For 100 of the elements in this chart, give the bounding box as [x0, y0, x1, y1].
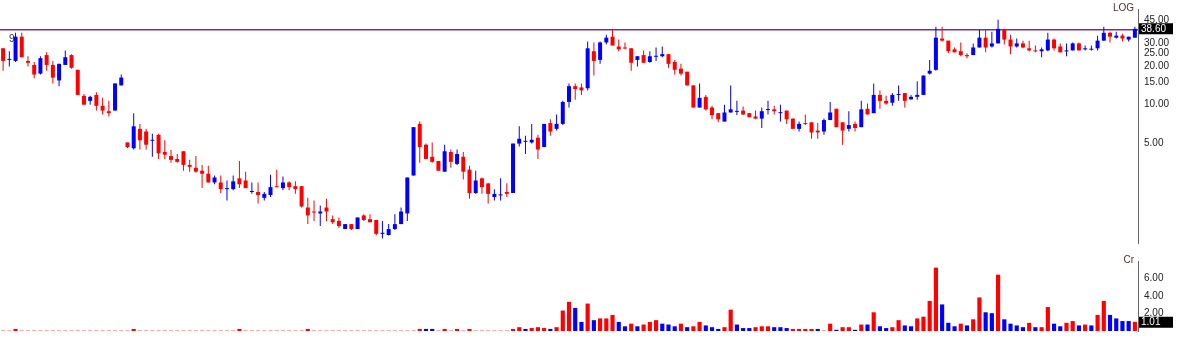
bar	[933, 267, 938, 331]
bar	[747, 328, 752, 331]
bar	[828, 323, 833, 331]
bar	[1095, 314, 1100, 331]
bar	[672, 326, 677, 331]
candlestick	[150, 133, 155, 157]
bar	[691, 326, 696, 331]
y-tick-label: 10.00	[1144, 98, 1170, 110]
bar	[1064, 322, 1069, 331]
bar	[958, 323, 963, 331]
bar	[902, 325, 907, 331]
bar	[653, 320, 659, 331]
bar	[616, 321, 621, 331]
bar	[1076, 325, 1081, 331]
bar	[604, 318, 609, 331]
bar	[666, 324, 671, 331]
bar	[915, 318, 920, 331]
annotation: 9	[9, 32, 15, 44]
candlestick	[7, 51, 12, 67]
bar	[741, 328, 746, 331]
bar	[890, 327, 895, 331]
y-tick-label: 5.00	[1144, 137, 1164, 149]
bar	[542, 328, 547, 331]
bar	[709, 327, 715, 331]
bar	[908, 326, 914, 331]
candlestick	[778, 104, 783, 122]
candlestick	[803, 114, 808, 126]
bar	[1089, 325, 1094, 331]
bar	[703, 325, 708, 331]
bar	[846, 327, 851, 331]
candlestick	[734, 100, 739, 116]
candlestick	[654, 47, 659, 61]
bar	[560, 310, 565, 331]
bar	[1114, 318, 1119, 331]
bar	[983, 312, 988, 331]
bar	[529, 328, 534, 331]
candlestick	[380, 220, 385, 239]
candlestick	[312, 200, 317, 221]
bar	[585, 303, 590, 331]
y-tick-label: 6.00	[1144, 272, 1164, 284]
bar	[753, 327, 758, 331]
bar	[1045, 307, 1050, 331]
bar	[1027, 322, 1032, 331]
bar	[971, 319, 976, 331]
bar	[996, 274, 1001, 331]
bar	[1126, 321, 1131, 331]
bar	[884, 328, 889, 331]
bar	[1107, 314, 1113, 331]
y-tick-label: 4.00	[1144, 289, 1164, 301]
bar	[1020, 327, 1026, 331]
bar	[1070, 321, 1075, 331]
bar	[840, 327, 845, 331]
bar	[517, 327, 522, 331]
bar	[778, 327, 783, 331]
candlestick	[25, 56, 30, 67]
bar	[610, 314, 615, 331]
bar	[865, 324, 870, 331]
bar	[622, 326, 628, 331]
bar	[921, 316, 926, 331]
candlestick	[523, 135, 528, 155]
bar	[1051, 323, 1057, 331]
bar	[784, 328, 789, 331]
bar	[877, 326, 883, 331]
bar	[952, 326, 957, 331]
bar	[1101, 300, 1106, 331]
y-axis-title: LOG	[1112, 1, 1135, 13]
bar	[927, 300, 932, 331]
bar	[1120, 321, 1125, 331]
bar	[697, 321, 702, 331]
bar	[635, 326, 640, 331]
bar	[946, 322, 951, 331]
y-tick-label: 25.00	[1144, 47, 1170, 58]
y-tick-label: 15.00	[1144, 75, 1170, 87]
bar	[1039, 327, 1044, 331]
candlestick	[224, 180, 229, 201]
bar	[896, 320, 901, 331]
bar	[566, 301, 572, 331]
y-axis-title: Cr	[1123, 253, 1135, 265]
candlestick	[896, 85, 901, 101]
bar	[728, 309, 733, 331]
candlestick	[274, 169, 279, 188]
bar	[1008, 323, 1013, 331]
bar	[1014, 325, 1019, 331]
bar	[1058, 326, 1063, 331]
candlestick	[249, 182, 254, 194]
bar	[989, 313, 994, 331]
bar	[598, 318, 603, 331]
bar	[871, 312, 876, 331]
y-tick-label: 20.00	[1144, 59, 1170, 71]
bar	[467, 328, 472, 331]
bar	[772, 327, 777, 331]
bar	[977, 297, 982, 331]
bar	[940, 304, 945, 331]
bar	[647, 321, 652, 331]
bar	[722, 327, 727, 331]
bar	[1033, 327, 1038, 331]
bar	[579, 321, 584, 331]
bar	[573, 307, 578, 331]
y-tick-label: 30.00	[1144, 36, 1170, 48]
bar	[685, 327, 690, 331]
